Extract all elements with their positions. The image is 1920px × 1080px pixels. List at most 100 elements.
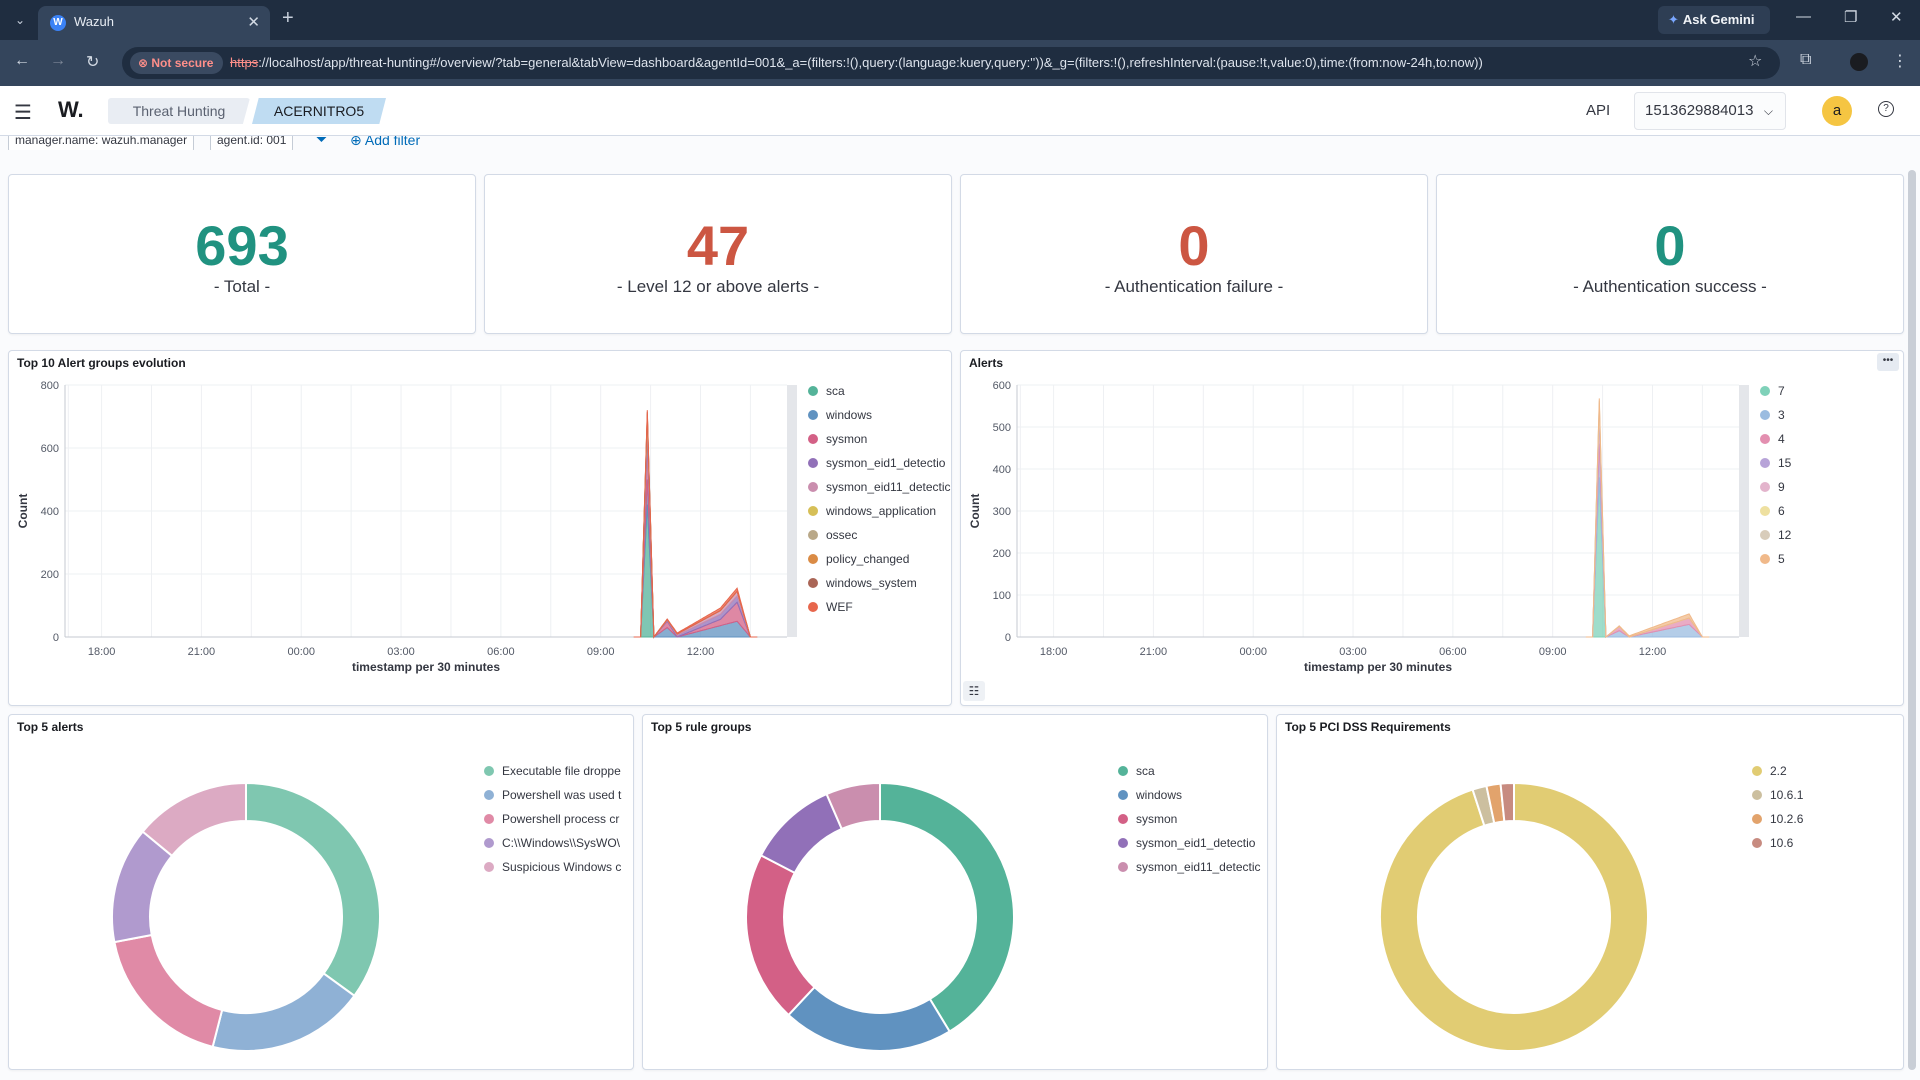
x-tick-label: 06:00 — [487, 646, 515, 658]
not-secure-badge[interactable]: ⊗ Not secure — [130, 52, 224, 74]
y-tick-label: 0 — [1005, 632, 1011, 644]
legend-swatch — [484, 814, 494, 824]
add-filter-button[interactable]: ⊕ Add filter — [350, 136, 420, 149]
api-selector[interactable]: 1513629884013 ⌵ — [1634, 92, 1786, 130]
legend-item: ossec — [826, 528, 857, 542]
x-tick-label: 21:00 — [1140, 646, 1168, 658]
x-tick-label: 06:00 — [1439, 646, 1467, 658]
legend-item: windows_application — [825, 504, 936, 518]
legend-swatch — [808, 482, 818, 492]
browser-menu-icon[interactable]: ⋮ — [1892, 53, 1908, 70]
legend-swatch — [808, 554, 818, 564]
url-text[interactable]: https://localhost/app/threat-hunting#/ov… — [230, 55, 1483, 70]
legend-item: 9 — [1778, 480, 1785, 494]
y-tick-label: 600 — [41, 443, 59, 455]
bookmark-star-icon[interactable]: ☆ — [1748, 53, 1763, 70]
legend-item: sysmon_eid1_detectio — [1136, 836, 1256, 850]
ask-gemini-button[interactable]: ✦ Ask Gemini — [1658, 6, 1770, 34]
filter-pill-agent[interactable]: agent.id: 001 — [210, 136, 294, 150]
url-rest: ://localhost/app/threat-hunting#/overvie… — [258, 55, 1483, 70]
y-tick-label: 500 — [993, 422, 1011, 434]
donut-slice — [879, 781, 1015, 1033]
filter-pill-manager[interactable]: manager.name: wazuh.manager — [8, 136, 195, 150]
legend-swatch — [1118, 862, 1128, 872]
legend-item: windows — [1135, 788, 1182, 802]
legend-swatch — [1760, 530, 1770, 540]
legend-swatch — [1752, 838, 1762, 848]
panel-title: Top 5 PCI DSS Requirements — [1285, 720, 1451, 734]
address-bar[interactable]: ⊗ Not secure https://localhost/app/threa… — [122, 47, 1780, 79]
legend-swatch — [1752, 790, 1762, 800]
window-close-icon[interactable]: ✕ — [1890, 9, 1903, 26]
x-tick-label: 18:00 — [88, 646, 116, 658]
y-tick-label: 200 — [993, 548, 1011, 560]
new-tab-icon[interactable]: + — [282, 7, 294, 29]
legend-item: 10.6.1 — [1770, 788, 1804, 802]
legend-swatch — [808, 458, 818, 468]
minimize-icon[interactable]: — — [1796, 8, 1811, 25]
top5-pci-donut[interactable]: 2.2 10.6.1 10.2.6 10.6 — [1277, 737, 1903, 1067]
x-tick-label: 12:00 — [687, 646, 715, 658]
metric-label: - Total - — [213, 277, 271, 296]
x-tick-label: 09:00 — [1539, 646, 1567, 658]
metric-level12: 47 - Level 12 or above alerts - — [484, 174, 952, 334]
filter-bar: manager.name: wazuh.manager agent.id: 00… — [0, 136, 1906, 150]
area-series-5 — [1585, 398, 1710, 639]
filter-icon[interactable]: ⏷ — [316, 136, 328, 147]
legend-item: Executable file droppe — [502, 764, 621, 778]
forward-icon[interactable]: → — [50, 52, 66, 69]
metric-label: - Level 12 or above alerts - — [616, 277, 820, 296]
restore-icon[interactable]: ❐ — [1844, 9, 1858, 26]
top5-rule-groups-donut[interactable]: sca windows sysmon sysmon_eid1_detectiosysm… — [643, 737, 1267, 1067]
legend-swatch — [808, 530, 818, 540]
ask-gemini-label: Ask Gemini — [1682, 12, 1755, 27]
breadcrumb-agent[interactable]: ACERNITRO5 — [252, 98, 386, 124]
toggle-legend-icon[interactable]: ☷ — [963, 681, 985, 701]
y-tick-label: 100 — [993, 590, 1011, 602]
donut-slice — [1499, 781, 1515, 823]
legend-item: Powershell process cr — [502, 812, 619, 826]
legend-item: 10.6 — [1770, 836, 1794, 850]
browser-tab[interactable]: W Wazuh ✕ — [38, 6, 270, 40]
legend-item: sysmon — [1136, 812, 1177, 826]
y-tick-label: 800 — [41, 380, 59, 392]
page-scrollbar[interactable] — [1908, 170, 1916, 1070]
legend-item: 3 — [1778, 408, 1785, 422]
legend-swatch — [1760, 506, 1770, 516]
extensions-icon[interactable]: ⧉ — [1800, 51, 1812, 68]
alerts-chart[interactable]: 0 100 200 300 400 500 600 18:00 21:00 00:00 03:00 0… — [961, 373, 1903, 703]
donut-slice — [245, 781, 381, 998]
panel-title: Top 5 rule groups — [651, 720, 752, 734]
metric-value: 693 — [195, 214, 289, 277]
legend-swatch — [1760, 458, 1770, 468]
donut-slice — [759, 792, 844, 875]
top5-alerts-donut[interactable]: Executable file droppe Powershell was use… — [9, 737, 633, 1067]
close-tab-icon[interactable]: ✕ — [247, 14, 260, 31]
donut-slice — [1379, 781, 1649, 1052]
tab-list-dropdown-icon[interactable]: ⌄ — [14, 13, 26, 27]
back-icon[interactable]: ← — [14, 52, 30, 69]
metric-value: 0 — [1654, 214, 1686, 277]
metric-value: 0 — [1178, 214, 1210, 277]
not-secure-label: Not secure — [151, 56, 214, 70]
breadcrumb-threat-hunting[interactable]: Threat Hunting — [108, 98, 250, 124]
y-axis-title: Count — [968, 494, 982, 529]
x-tick-label: 00:00 — [1239, 646, 1267, 658]
panel-options-icon[interactable]: ••• — [1877, 353, 1899, 371]
legend-swatch — [484, 862, 494, 872]
legend-swatch — [484, 790, 494, 800]
help-icon[interactable]: ? — [1878, 101, 1894, 117]
area-series-WEF — [633, 410, 758, 639]
panel-title: Alerts — [969, 356, 1004, 370]
user-avatar[interactable]: a — [1822, 96, 1852, 126]
reload-icon[interactable]: ↻ — [86, 54, 100, 71]
alert-groups-evolution-chart[interactable]: 0 200 400 600 800 18:00 21:00 00:00 03:00 06:00 09… — [9, 373, 951, 703]
legend-item: windows — [825, 408, 872, 422]
legend-swatch — [808, 578, 818, 588]
panel-title: Top 10 Alert groups evolution — [17, 356, 186, 370]
menu-hamburger-icon[interactable]: ☰ — [14, 102, 32, 124]
legend-item: Suspicious Windows c — [502, 860, 621, 874]
profile-icon[interactable] — [1850, 53, 1868, 71]
wazuh-logo[interactable]: W. — [58, 97, 84, 122]
legend-swatch — [1760, 482, 1770, 492]
